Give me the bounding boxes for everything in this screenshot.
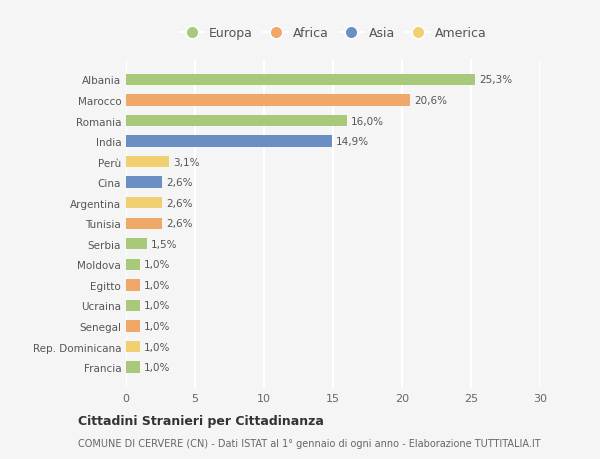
Text: Cittadini Stranieri per Cittadinanza: Cittadini Stranieri per Cittadinanza [78, 414, 324, 428]
Text: 1,0%: 1,0% [144, 280, 170, 290]
Text: 1,0%: 1,0% [144, 260, 170, 270]
Bar [126, 136, 332, 147]
Legend: Europa, Africa, Asia, America: Europa, Africa, Asia, America [175, 23, 491, 44]
Bar [126, 116, 347, 127]
Text: 3,1%: 3,1% [173, 157, 199, 167]
Text: 2,6%: 2,6% [166, 178, 193, 188]
Bar [126, 218, 162, 230]
Text: 1,0%: 1,0% [144, 301, 170, 311]
Bar [126, 198, 162, 209]
Bar [126, 321, 140, 332]
Text: 2,6%: 2,6% [166, 198, 193, 208]
Text: 2,6%: 2,6% [166, 219, 193, 229]
Bar [126, 300, 140, 311]
Bar [126, 75, 475, 86]
Text: 20,6%: 20,6% [415, 96, 448, 106]
Bar [126, 177, 162, 188]
Bar [126, 259, 140, 270]
Text: 14,9%: 14,9% [336, 137, 369, 147]
Bar [126, 280, 140, 291]
Bar [126, 95, 410, 106]
Text: 25,3%: 25,3% [479, 75, 512, 85]
Bar [126, 157, 169, 168]
Bar [126, 341, 140, 353]
Text: 16,0%: 16,0% [351, 116, 384, 126]
Bar [126, 239, 146, 250]
Bar [126, 362, 140, 373]
Text: 1,0%: 1,0% [144, 321, 170, 331]
Text: 1,0%: 1,0% [144, 362, 170, 372]
Text: 1,0%: 1,0% [144, 342, 170, 352]
Text: 1,5%: 1,5% [151, 239, 178, 249]
Text: COMUNE DI CERVERE (CN) - Dati ISTAT al 1° gennaio di ogni anno - Elaborazione TU: COMUNE DI CERVERE (CN) - Dati ISTAT al 1… [78, 438, 541, 448]
